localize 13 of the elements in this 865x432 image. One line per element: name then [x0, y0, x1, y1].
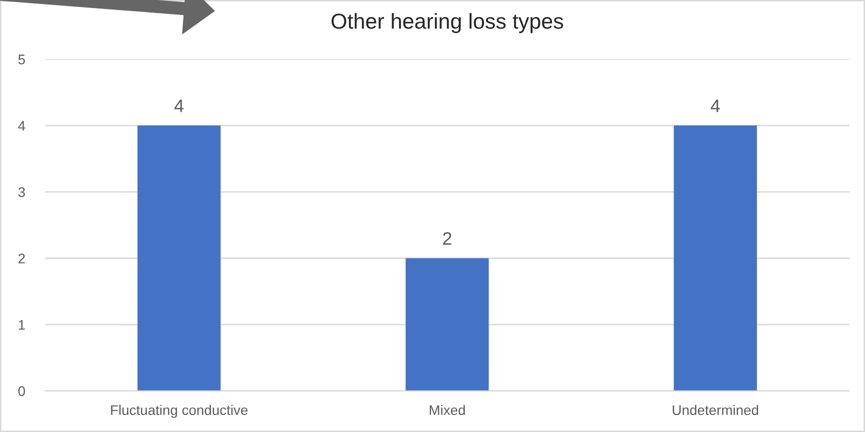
y-tick-label: 2	[18, 254, 25, 264]
data-label: 4	[174, 100, 184, 112]
y-tick-label: 5	[18, 54, 25, 64]
y-tick-label: 0	[18, 386, 25, 396]
x-tick-label: Undetermined	[672, 404, 758, 416]
data-label: 4	[710, 100, 720, 112]
x-tick-label: Fluctuating conductive	[111, 404, 248, 418]
data-label: 2	[443, 232, 452, 245]
x-tick-label: Mixed	[430, 404, 465, 416]
chart-title: Other hearing loss types	[332, 13, 564, 34]
y-tick-label: 1	[18, 320, 25, 330]
y-tick-label: 4	[18, 121, 26, 131]
y-tick-label: 3	[18, 187, 25, 198]
